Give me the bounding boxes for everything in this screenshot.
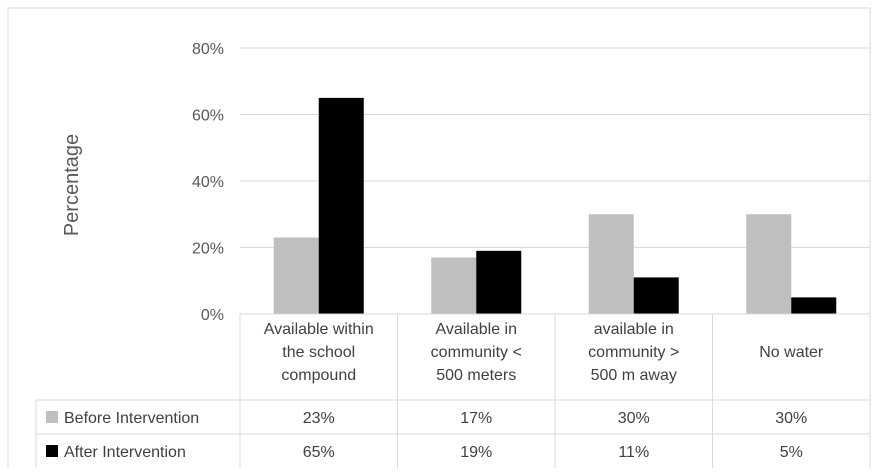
table-value: 65% xyxy=(303,444,335,461)
bar-after-3 xyxy=(633,277,679,314)
legend-label: Before Intervention xyxy=(64,410,199,427)
category-label: available in community >500 m away xyxy=(588,321,679,384)
bar-after-4 xyxy=(791,297,837,314)
bar-after-2 xyxy=(476,250,522,314)
table-value: 19% xyxy=(460,444,492,461)
bar-before-1 xyxy=(273,237,319,314)
y-tick-label: 40% xyxy=(192,174,224,191)
table-value: 30% xyxy=(775,410,807,427)
table-value: 23% xyxy=(303,410,335,427)
table-value: 30% xyxy=(618,410,650,427)
y-tick-label: 80% xyxy=(192,41,224,58)
bar-after-1 xyxy=(318,97,364,314)
y-tick-label: 60% xyxy=(192,108,224,125)
table-value: 11% xyxy=(618,444,649,461)
bar-before-4 xyxy=(746,214,792,314)
bar-before-2 xyxy=(431,257,477,314)
y-axis-label: Percentage xyxy=(61,134,83,236)
y-tick-label: 0% xyxy=(201,307,224,324)
y-tick-label: 20% xyxy=(192,241,224,258)
category-label: Available within the school compound xyxy=(264,321,374,384)
legend-swatch xyxy=(46,411,58,423)
bars xyxy=(273,97,837,314)
legend-label: After Intervention xyxy=(64,444,186,461)
category-label: No water xyxy=(759,344,824,361)
table-value: 5% xyxy=(780,444,803,461)
table-value: 17% xyxy=(460,410,492,427)
category-label: Available in community <500 meters xyxy=(431,321,522,384)
data-table: Available within the school compound Availa… xyxy=(35,313,871,468)
chart-border xyxy=(7,7,871,471)
bar-before-3 xyxy=(588,214,634,314)
legend-swatch xyxy=(46,445,58,457)
y-axis: 0% 20% 40% 60% 80% xyxy=(192,41,224,324)
